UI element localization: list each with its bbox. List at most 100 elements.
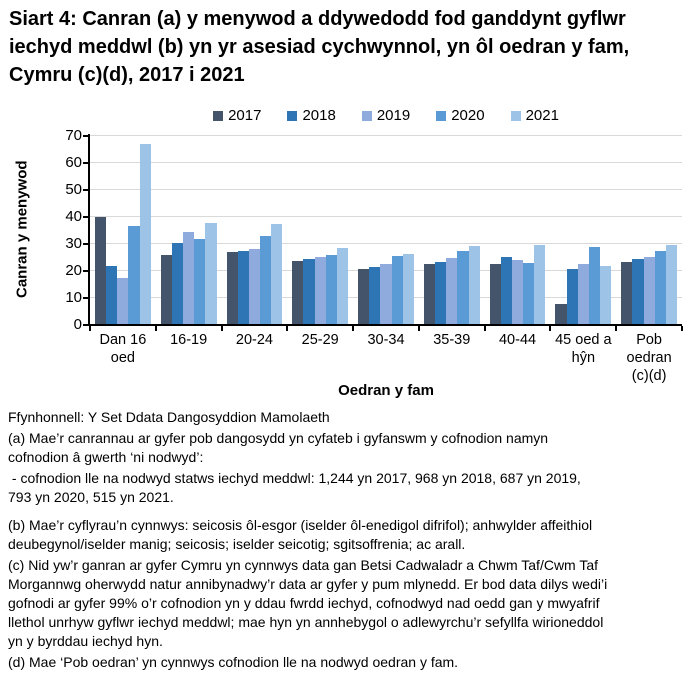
y-axis-title: Canran y menywod	[13, 160, 31, 299]
footnote-3: (b) Mae’r cyflyrau’n cynnwys: seicosis ô…	[8, 517, 593, 552]
plot-area	[90, 135, 682, 324]
x-tick-4	[352, 326, 355, 331]
gridline-50	[90, 189, 682, 190]
legend-item-2020: 2020	[436, 107, 485, 124]
bar-2020-16-19	[194, 239, 206, 324]
x-tick-label-35-39: 35-39	[433, 332, 471, 348]
bar-group-45 oed a hŷn	[550, 135, 616, 324]
x-tick-7	[549, 326, 552, 331]
footnote-5: (d) Mae ‘Pob oedran’ yn cynnwys cofnodio…	[8, 654, 459, 670]
y-tick-30	[83, 243, 88, 245]
bar-2020-35-39	[457, 250, 469, 324]
bar-group-35-39	[419, 135, 485, 324]
legend-item-2017: 2017	[213, 107, 261, 124]
x-axis-title: Oedran y fam	[338, 382, 434, 399]
bar-2018-Pob oedran (c)(d)	[632, 259, 644, 324]
bar-2019-30-34	[380, 264, 392, 324]
y-tick-label-40: 40	[65, 208, 82, 225]
bar-group-20-24	[222, 135, 288, 324]
y-tick-20	[83, 270, 88, 272]
y-tick-10	[83, 297, 88, 299]
y-tick-label-70: 70	[65, 127, 82, 144]
bar-2021-45 oed a hŷn	[600, 265, 612, 324]
bar-2020-30-34	[391, 256, 403, 324]
bar-2020-Dan 16 oed	[128, 225, 140, 324]
bar-2021-40-44	[534, 244, 546, 324]
bar-2019-35-39	[446, 258, 458, 324]
footnote-0: Ffynhonnell: Y Set Ddata Dangosyddion Ma…	[8, 409, 330, 425]
bar-2021-Pob oedran (c)(d)	[665, 244, 677, 324]
legend-swatch-2019	[361, 110, 372, 121]
footnote-4: (c) Nid yw’r ganran ar gyfer Cymru yn cy…	[8, 557, 608, 649]
y-tick-50	[83, 189, 88, 191]
footnote-1: (a) Mae’r canrannau ar gyfer pob dangosy…	[8, 430, 549, 465]
bar-2020-40-44	[523, 262, 535, 324]
bar-2019-16-19	[183, 231, 195, 324]
bar-2021-25-29	[336, 247, 349, 324]
legend-label: 2018	[302, 107, 336, 124]
bar-2017-40-44	[489, 263, 501, 324]
bar-group-Pob oedran (c)(d)	[616, 135, 682, 324]
bar-2018-30-34	[369, 266, 381, 324]
y-tick-0	[83, 324, 88, 326]
bar-group-16-19	[156, 135, 222, 324]
bar-2018-40-44	[500, 257, 512, 324]
x-tick-1	[154, 326, 157, 331]
bar-2020-45 oed a hŷn	[588, 246, 601, 324]
bar-2019-25-29	[314, 257, 326, 324]
bar-2019-45 oed a hŷn	[577, 263, 589, 324]
legend-item-2021: 2021	[510, 107, 559, 124]
x-tick-2	[220, 326, 223, 331]
bar-2021-16-19	[205, 222, 217, 324]
bar-2018-35-39	[435, 261, 447, 324]
bar-2017-45 oed a hŷn	[555, 303, 567, 324]
x-tick-label-Dan 16 oed: Dan 16 oed	[99, 332, 147, 366]
legend-label: 2020	[451, 107, 485, 124]
bar-2017-35-39	[423, 263, 436, 324]
bar-2018-16-19	[171, 243, 184, 324]
bar-2019-Dan 16 oed	[117, 277, 129, 324]
bar-2018-Dan 16 oed	[106, 265, 118, 324]
gridline-40	[90, 216, 682, 217]
y-tick-label-10: 10	[65, 289, 82, 306]
bar-2018-20-24	[237, 250, 249, 324]
y-axis-line	[88, 134, 90, 326]
y-tick-70	[83, 135, 88, 137]
bar-2019-20-24	[248, 248, 261, 324]
x-tick-label-16-19: 16-19	[170, 332, 208, 348]
bar-2017-30-34	[358, 268, 370, 324]
footnotes: Ffynhonnell: Y Set Ddata Dangosyddion Ma…	[8, 408, 684, 672]
bar-2019-Pob oedran (c)(d)	[643, 257, 655, 324]
bar-2017-Dan 16 oed	[95, 217, 107, 324]
bar-2018-25-29	[303, 258, 315, 324]
x-tick-6	[483, 326, 486, 331]
y-tick-label-30: 30	[65, 235, 82, 252]
x-tick-label-25-29: 25-29	[301, 332, 339, 348]
footnote-2: - cofnodion lle na nodwyd statws iechyd …	[8, 470, 581, 505]
legend-swatch-2018	[287, 110, 298, 121]
x-tick-0	[89, 326, 91, 331]
gridline-70	[90, 135, 682, 136]
bar-2017-20-24	[226, 251, 238, 324]
x-tick-label-20-24: 20-24	[235, 332, 273, 348]
x-tick-3	[286, 326, 289, 331]
y-tick-label-0: 0	[73, 316, 82, 333]
bar-2017-Pob oedran (c)(d)	[621, 262, 633, 324]
legend-item-2018: 2018	[287, 107, 336, 124]
gridline-60	[90, 162, 682, 163]
bar-2021-Dan 16 oed	[139, 144, 151, 324]
legend-swatch-2017	[213, 110, 224, 121]
bar-group-40-44	[485, 135, 551, 324]
bar-2021-30-34	[402, 253, 414, 324]
x-tick-label-40-44: 40-44	[498, 332, 537, 348]
y-tick-label-50: 50	[65, 181, 82, 198]
x-tick-9	[681, 326, 683, 331]
legend-swatch-2020	[436, 110, 447, 121]
bar-2021-35-39	[468, 245, 480, 324]
legend-swatch-2021	[510, 110, 521, 121]
bar-group-30-34	[353, 135, 419, 324]
y-tick-label-20: 20	[65, 262, 82, 279]
bar-group-25-29	[287, 135, 353, 324]
x-tick-label-Pob oedran (c)(d): Pob oedran (c)(d)	[626, 332, 672, 384]
